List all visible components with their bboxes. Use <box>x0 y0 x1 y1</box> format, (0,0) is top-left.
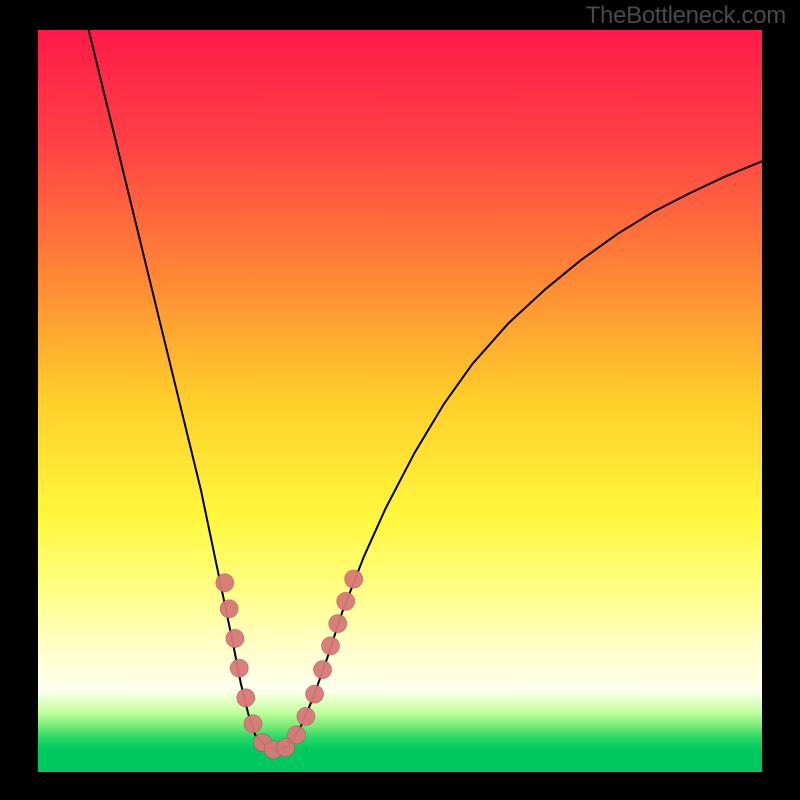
dot <box>216 574 234 592</box>
dot <box>345 570 363 588</box>
dot <box>314 661 332 679</box>
dot <box>230 659 248 677</box>
dot <box>226 629 244 647</box>
dot <box>306 685 324 703</box>
dot <box>297 707 315 725</box>
dot <box>220 600 238 618</box>
watermark-label: TheBottleneck.com <box>586 2 786 30</box>
dot <box>329 615 347 633</box>
dot <box>237 689 255 707</box>
dot <box>244 715 262 733</box>
dot <box>337 592 355 610</box>
dot <box>287 726 305 744</box>
chart-frame: TheBottleneck.com <box>0 0 800 800</box>
dot <box>322 637 340 655</box>
plot-svg <box>38 30 762 772</box>
gradient-background <box>38 30 762 772</box>
plot-area <box>38 30 762 772</box>
